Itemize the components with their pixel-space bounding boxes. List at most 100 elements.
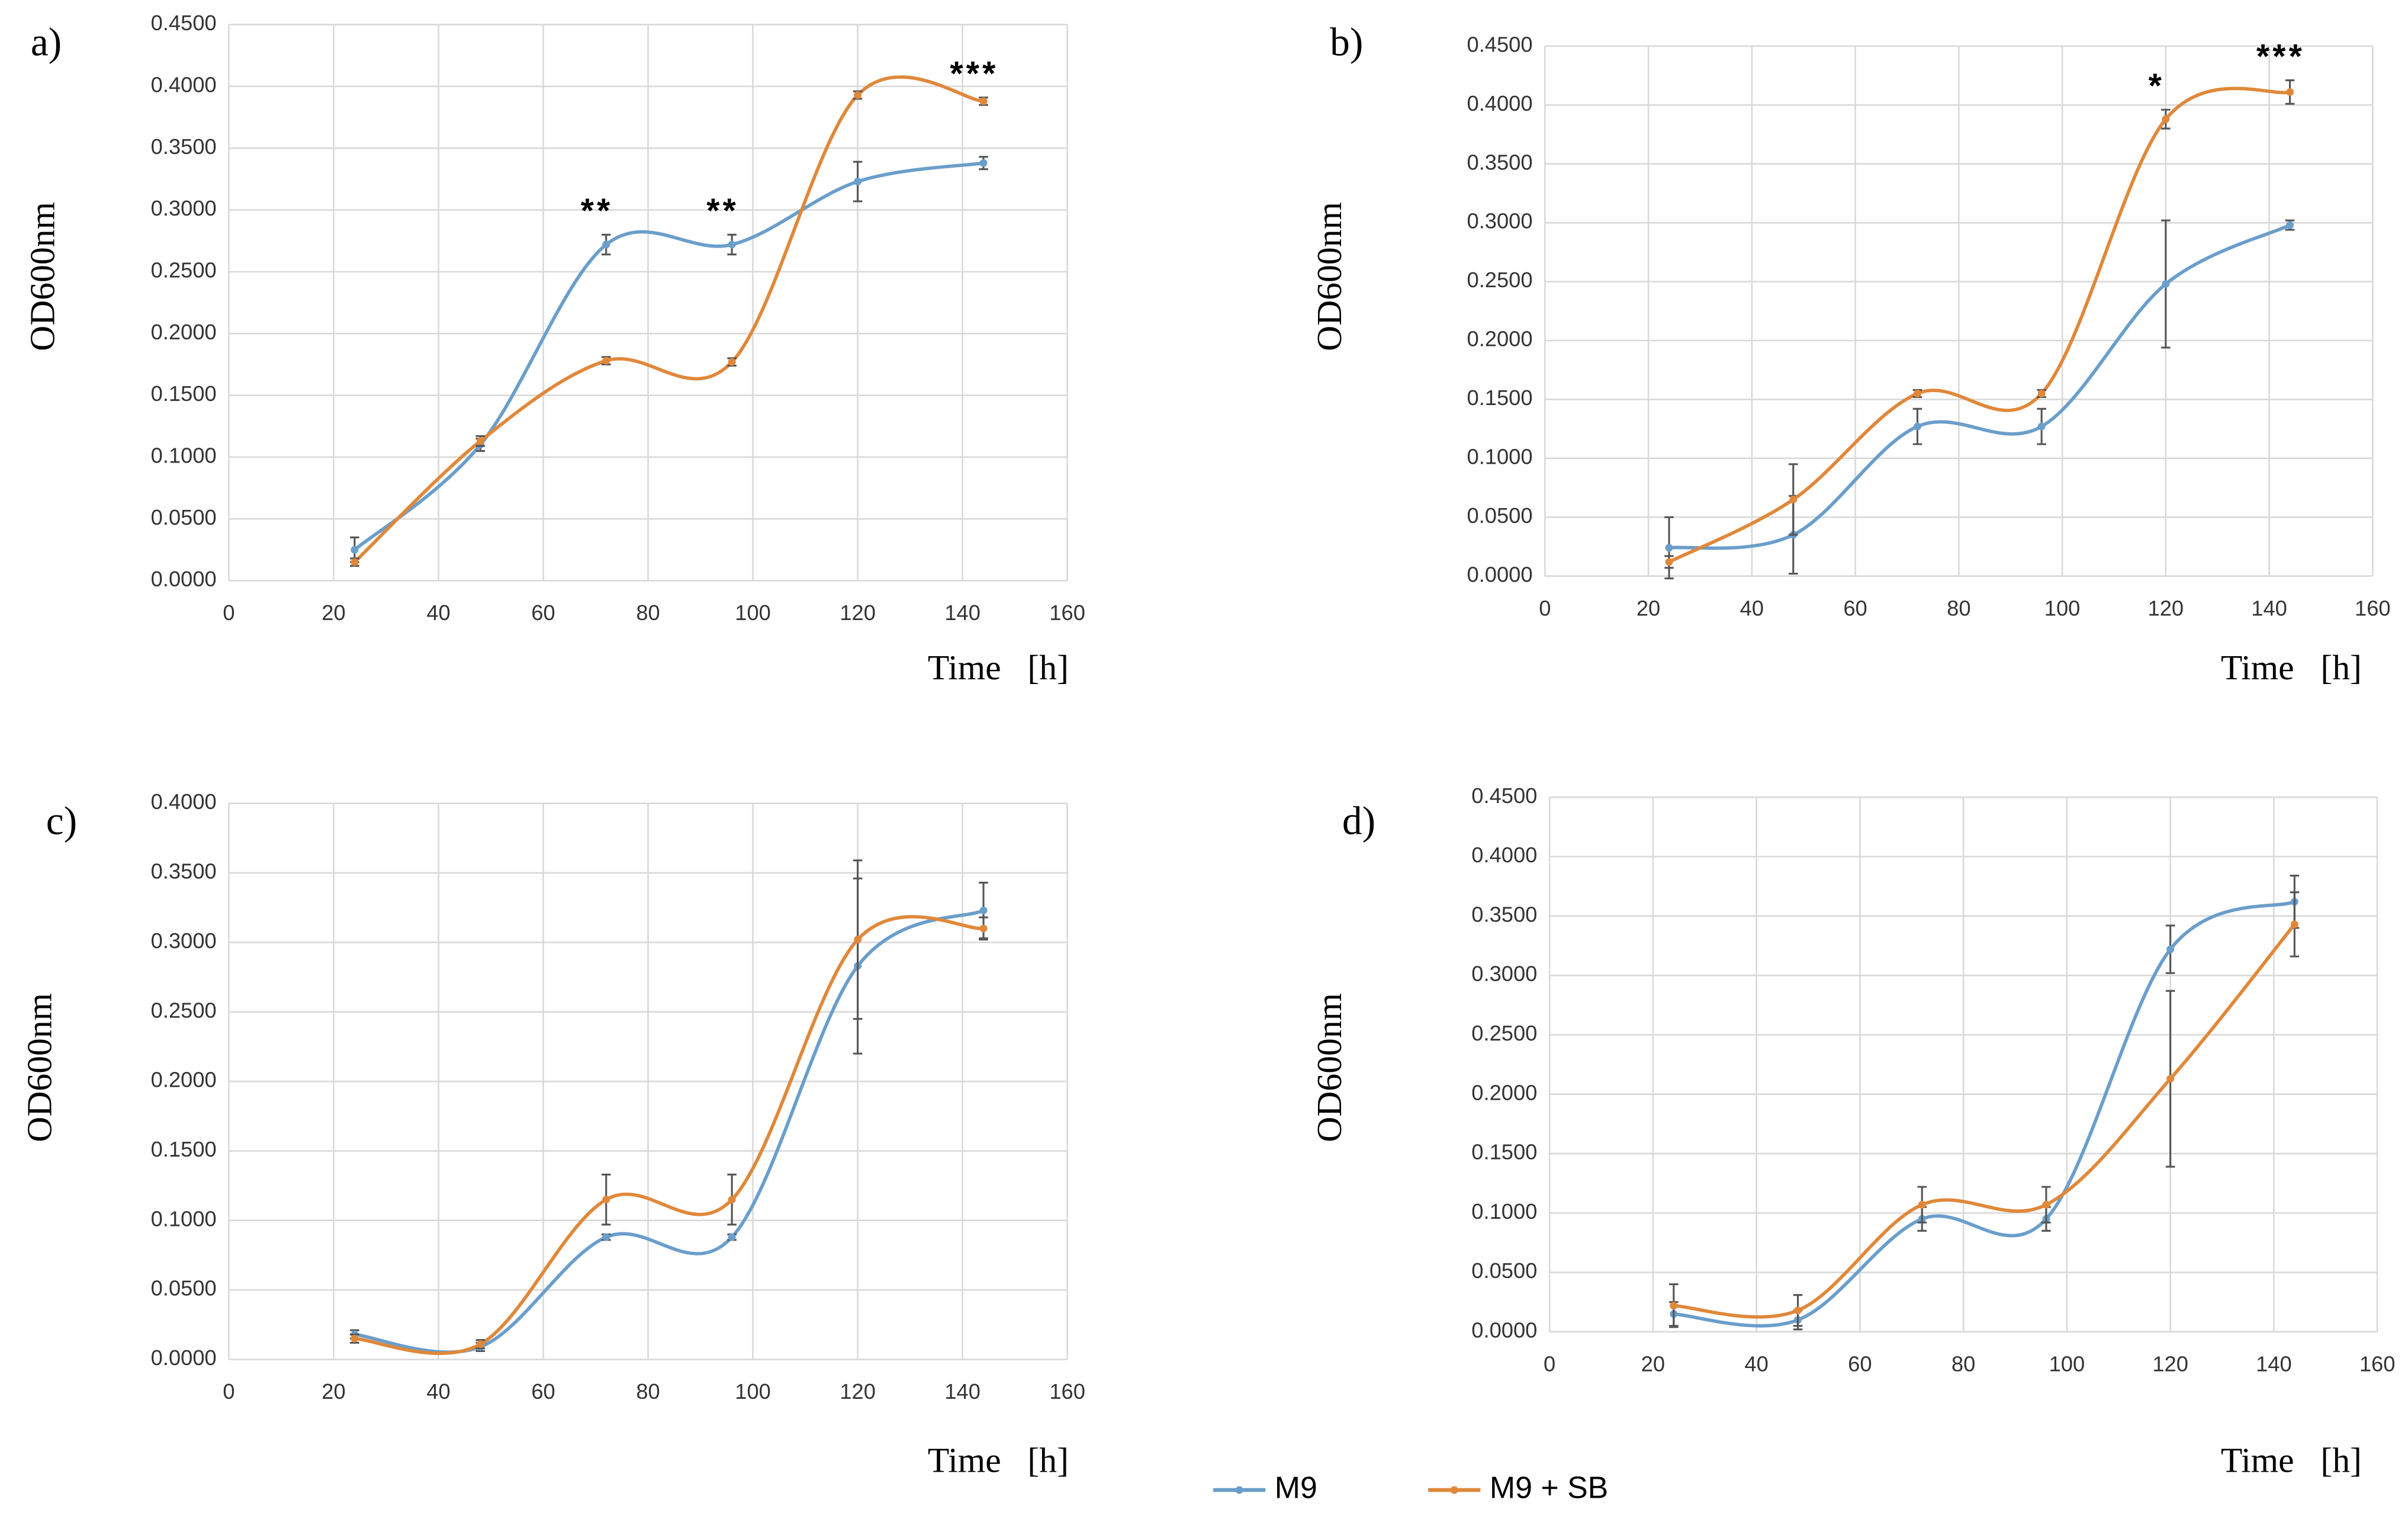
- y-tick-label: 0.3000: [151, 196, 217, 220]
- y-tick-label: 0.4000: [1471, 843, 1537, 867]
- y-tick-label: 0.3500: [1467, 150, 1533, 174]
- legend-label: M9 + SB: [1490, 1470, 1608, 1505]
- y-tick-label: 0.4500: [151, 11, 217, 35]
- data-point: [1794, 1306, 1802, 1315]
- panel-label: c): [46, 798, 77, 843]
- x-tick-label: 20: [1641, 1351, 1665, 1376]
- x-tick-label: 0: [1539, 596, 1551, 620]
- data-point: [351, 545, 359, 554]
- panel: 0.0000 0.0500 0.1000 0.1500 0.2000 0.2500 0.30…: [22, 11, 1085, 687]
- x-tick-label: 140: [944, 601, 980, 625]
- significance-annotation: **: [706, 192, 739, 230]
- y-tick-label: 0.1500: [1467, 386, 1533, 410]
- y-tick-label: 0.3000: [151, 929, 217, 953]
- data-point: [979, 924, 988, 933]
- data-point: [2162, 115, 2170, 123]
- y-tick-label: 0.1000: [151, 1206, 217, 1231]
- y-tick-label: 0.3000: [1467, 209, 1533, 233]
- panel-label: a): [31, 20, 62, 64]
- y-tick-label: 0.2000: [151, 320, 217, 344]
- data-point: [1665, 544, 1673, 552]
- data-point: [2290, 920, 2298, 929]
- x-tick-label: 40: [426, 1379, 450, 1404]
- x-tick-label: 140: [2256, 1351, 2292, 1376]
- significance-annotation: ***: [2256, 37, 2305, 75]
- x-tick-label: 80: [636, 601, 660, 625]
- x-tick-label: 120: [2148, 596, 2184, 620]
- significance-annotation: *: [2149, 67, 2165, 105]
- data-point: [2042, 1200, 2050, 1209]
- x-tick-label: 60: [531, 601, 555, 625]
- x-axis-title: Time [h]: [928, 648, 1069, 687]
- y-axis-title: OD600nm: [20, 993, 59, 1142]
- data-point: [2166, 945, 2175, 953]
- x-tick-label: 160: [1049, 1379, 1085, 1404]
- y-tick-label: 0.0500: [151, 1276, 217, 1301]
- data-point: [602, 1233, 610, 1241]
- y-tick-label: 0.0500: [1471, 1258, 1537, 1283]
- y-tick-label: 0.2000: [151, 1068, 217, 1092]
- y-tick-label: 0.3500: [151, 134, 217, 159]
- data-point: [1670, 1302, 1678, 1310]
- legend-marker: [1450, 1486, 1458, 1494]
- x-tick-label: 80: [1947, 596, 1970, 620]
- x-tick-label: 80: [636, 1379, 660, 1404]
- x-axis-title: Time [h]: [2221, 1441, 2362, 1480]
- data-point: [1913, 422, 1921, 431]
- data-point: [854, 936, 862, 944]
- y-tick-label: 0.1500: [1471, 1140, 1537, 1164]
- y-tick-label: 0.2000: [1467, 327, 1533, 351]
- y-axis-title: OD600nm: [1310, 993, 1349, 1142]
- y-tick-label: 0.0000: [151, 1346, 217, 1370]
- y-tick-label: 0.2500: [151, 998, 217, 1022]
- y-tick-label: 0.3500: [151, 859, 217, 884]
- data-point: [854, 178, 862, 186]
- y-tick-label: 0.1000: [151, 443, 217, 467]
- y-tick-label: 0.2500: [1471, 1021, 1537, 1045]
- data-point: [1913, 390, 1921, 397]
- x-tick-label: 0: [223, 1379, 234, 1404]
- x-tick-label: 160: [2359, 1351, 2396, 1376]
- data-point: [2166, 1075, 2175, 1083]
- y-tick-label: 0.4500: [1471, 784, 1537, 808]
- data-point: [1789, 495, 1798, 503]
- y-tick-label: 0.0500: [151, 505, 217, 529]
- y-tick-label: 0.4000: [1467, 91, 1533, 115]
- data-point: [728, 240, 736, 249]
- data-point: [728, 358, 736, 366]
- y-tick-label: 0.4000: [151, 789, 217, 814]
- series-line: [353, 75, 984, 564]
- significance-annotation: **: [581, 192, 613, 230]
- y-tick-label: 0.1500: [151, 381, 217, 406]
- data-point: [602, 1196, 610, 1204]
- significance-annotation: ***: [950, 54, 998, 92]
- x-tick-label: 160: [2355, 596, 2391, 620]
- data-point: [476, 437, 484, 445]
- x-tick-label: 40: [1744, 1351, 1768, 1376]
- x-tick-label: 120: [840, 601, 876, 625]
- y-tick-label: 0.4500: [1467, 32, 1533, 56]
- data-point: [351, 1334, 359, 1343]
- y-axis-title: OD600nm: [1310, 202, 1349, 351]
- x-tick-label: 100: [735, 1379, 771, 1404]
- y-tick-label: 0.3500: [1471, 902, 1537, 926]
- data-point: [979, 97, 988, 105]
- legend-marker: [1235, 1486, 1243, 1494]
- x-tick-label: 100: [2049, 1351, 2085, 1376]
- y-tick-label: 0.3000: [1471, 962, 1537, 986]
- x-tick-label: 40: [426, 601, 450, 625]
- x-tick-label: 60: [1843, 596, 1867, 620]
- data-point: [728, 1196, 736, 1204]
- data-point: [2286, 88, 2294, 96]
- x-tick-label: 120: [840, 1379, 876, 1404]
- y-axis-title: OD600nm: [22, 202, 62, 351]
- panel: 0.0000 0.0500 0.1000 0.1500 0.2000 0.2500 0.30…: [1310, 784, 2395, 1480]
- x-tick-label: 20: [1637, 596, 1660, 620]
- y-tick-label: 0.1500: [151, 1137, 217, 1161]
- legend-label: M9: [1275, 1470, 1317, 1505]
- y-tick-label: 0.0000: [1471, 1318, 1537, 1342]
- x-tick-label: 120: [2152, 1351, 2188, 1376]
- x-tick-label: 60: [531, 1379, 555, 1404]
- y-tick-label: 0.4000: [151, 72, 217, 97]
